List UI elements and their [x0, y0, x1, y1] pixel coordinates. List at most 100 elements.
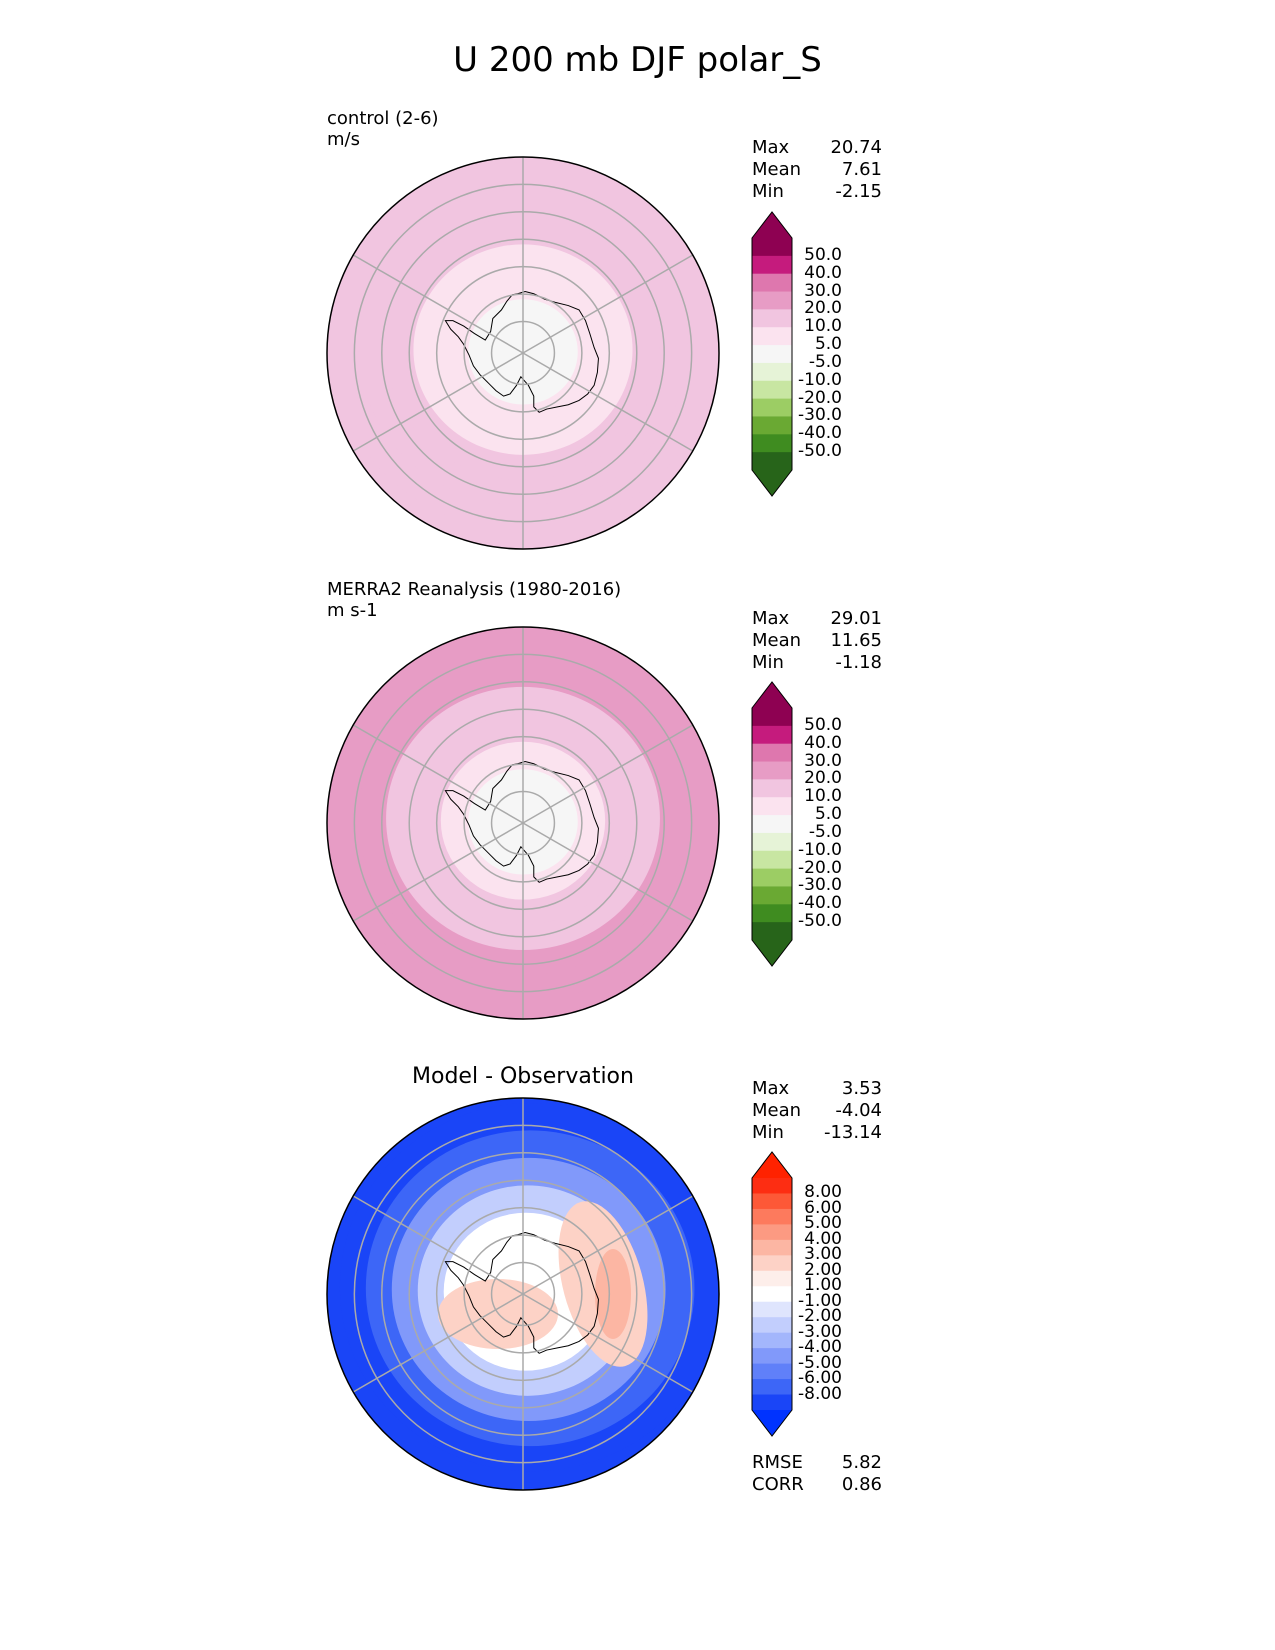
stat-label: CORR	[752, 1474, 804, 1495]
colorbar-tick-label: 40.0	[804, 262, 842, 283]
stat-label: RMSE	[752, 1452, 803, 1473]
stat-value: 0.86	[841, 1474, 882, 1495]
colorbar-segment	[752, 725, 792, 745]
colorbar-tick-label: 1.00	[804, 1275, 842, 1296]
colorbar-outline	[751, 211, 793, 497]
map-border	[326, 156, 720, 550]
meridian-line	[522, 352, 694, 452]
colorbar-extend-max	[752, 682, 792, 708]
colorbar-tick-label: -1.00	[798, 1290, 842, 1311]
colorbar-tick-label: 4.00	[804, 1228, 842, 1249]
stat-row-corr: CORR 0.86	[752, 1474, 882, 1496]
colorbar-extend-max	[752, 1152, 792, 1178]
colorbar-tick-label: -40.0	[798, 893, 842, 914]
coastline	[444, 1232, 599, 1354]
panel-diff-colorbar-labels: 8.00 6.00 5.00 4.00 3.00 2.00 1.00 -1.00 -2.00 -3…	[792, 1150, 852, 1438]
stat-label: Mean	[752, 630, 802, 651]
map-border	[326, 1097, 720, 1491]
stat-label: Min	[752, 181, 784, 202]
colorbar-tick-label: -5.0	[808, 351, 842, 372]
colorbar-segment	[752, 416, 792, 435]
meridian-line	[352, 822, 524, 922]
colorbar-segment	[752, 1239, 792, 1256]
colorbar-tick-label: 10.0	[804, 786, 842, 807]
stat-row-mean: Mean -4.04	[752, 1100, 882, 1122]
panel-ref-map	[326, 626, 720, 1020]
meridian-line	[352, 254, 524, 354]
colorbar-tick-label: -30.0	[798, 875, 842, 896]
colorbar-segment	[752, 708, 792, 727]
panel-diff-extra-stats: RMSE 5.82 CORR 0.86	[752, 1452, 882, 1496]
colorbar-segment	[752, 1208, 792, 1225]
stat-value: 20.74	[830, 137, 882, 158]
stat-label: Mean	[752, 159, 802, 180]
colorbar-segment	[752, 886, 792, 905]
panel-diff-map	[326, 1097, 720, 1491]
colorbar-segment	[752, 922, 792, 941]
colorbar-segment	[752, 1317, 792, 1334]
stat-row-max: Max 20.74	[752, 137, 882, 159]
stat-value: 11.65	[830, 630, 882, 651]
colorbar-tick-label: 50.0	[804, 244, 842, 265]
colorbar-tick-label: -30.0	[798, 405, 842, 426]
colorbar-segment	[752, 1178, 792, 1195]
colorbar-tick-label: 30.0	[804, 280, 842, 301]
colorbar-segment	[752, 1348, 792, 1365]
stat-label: Mean	[752, 1100, 802, 1121]
colorbar-segment	[752, 1193, 792, 1210]
panel-ref-colorbar-labels: 50.0 40.0 30.0 20.0 10.0 5.0 -5.0 -10.0 -20.0 -30…	[792, 680, 852, 968]
colorbar-tick-label: -5.00	[798, 1352, 842, 1373]
colorbar-segment	[752, 1224, 792, 1241]
meridian-line	[352, 352, 524, 452]
colorbar-tick-label: -20.0	[798, 857, 842, 878]
colorbar-extend-min	[752, 470, 792, 496]
colorbar-tick-label: 2.00	[804, 1259, 842, 1280]
panel-ref-units: m s-1	[327, 600, 378, 621]
colorbar-tick-label: -2.00	[798, 1306, 842, 1327]
colorbar-segment	[752, 309, 792, 328]
colorbar-extend-min	[752, 1410, 792, 1436]
colorbar-segment	[752, 832, 792, 852]
colorbar-tick-label: -40.0	[798, 423, 842, 444]
colorbar-segment	[752, 345, 792, 364]
meridian-line	[522, 254, 694, 354]
panel-diff-title: Model - Observation	[412, 1064, 634, 1089]
colorbar-segment	[752, 255, 792, 275]
colorbar-segment	[752, 850, 792, 870]
colorbar-segment	[752, 1255, 792, 1272]
colorbar-segment	[752, 1363, 792, 1380]
colorbar-tick-label: -10.0	[798, 369, 842, 390]
stat-row-min: Min -1.18	[752, 652, 882, 674]
panel-ref-name: MERRA2 Reanalysis (1980-2016)	[327, 579, 622, 600]
colorbar-tick-label: -3.00	[798, 1321, 842, 1342]
colorbar-segment	[752, 1301, 792, 1318]
stat-row-min: Min -2.15	[752, 181, 882, 203]
colorbar-segment	[752, 761, 792, 780]
colorbar-outline	[751, 1151, 793, 1437]
colorbar-tick-label: 5.0	[814, 334, 842, 355]
colorbar-segment	[752, 1394, 792, 1411]
figure-title: U 200 mb DJF polar_S	[453, 40, 822, 80]
colorbar-segment	[752, 1332, 792, 1349]
panel-diff-colorbar	[751, 1151, 793, 1437]
stat-value: 5.82	[841, 1452, 882, 1473]
panel-ref-colorbar	[751, 681, 793, 967]
colorbar-tick-label: 20.0	[804, 298, 842, 319]
stat-row-rmse: RMSE 5.82	[752, 1452, 882, 1474]
colorbar-tick-label: -8.00	[798, 1383, 842, 1404]
stat-row-max: Max 3.53	[752, 1078, 882, 1100]
stat-label: Min	[752, 652, 784, 673]
colorbar-segment	[752, 904, 792, 923]
panel-test-units: m/s	[327, 129, 360, 150]
meridian-line	[352, 1195, 524, 1295]
stat-value: 29.01	[830, 608, 882, 629]
meridian-line	[352, 724, 524, 824]
colorbar-tick-label: -10.0	[798, 839, 842, 860]
colorbar-segment	[752, 797, 792, 816]
colorbar-segment	[752, 327, 792, 346]
colorbar-tick-label: -50.0	[798, 441, 842, 462]
colorbar-tick-label: -20.0	[798, 387, 842, 408]
colorbar-tick-label: -4.00	[798, 1337, 842, 1358]
colorbar-segment	[752, 1270, 792, 1287]
colorbar-segment	[752, 743, 792, 763]
